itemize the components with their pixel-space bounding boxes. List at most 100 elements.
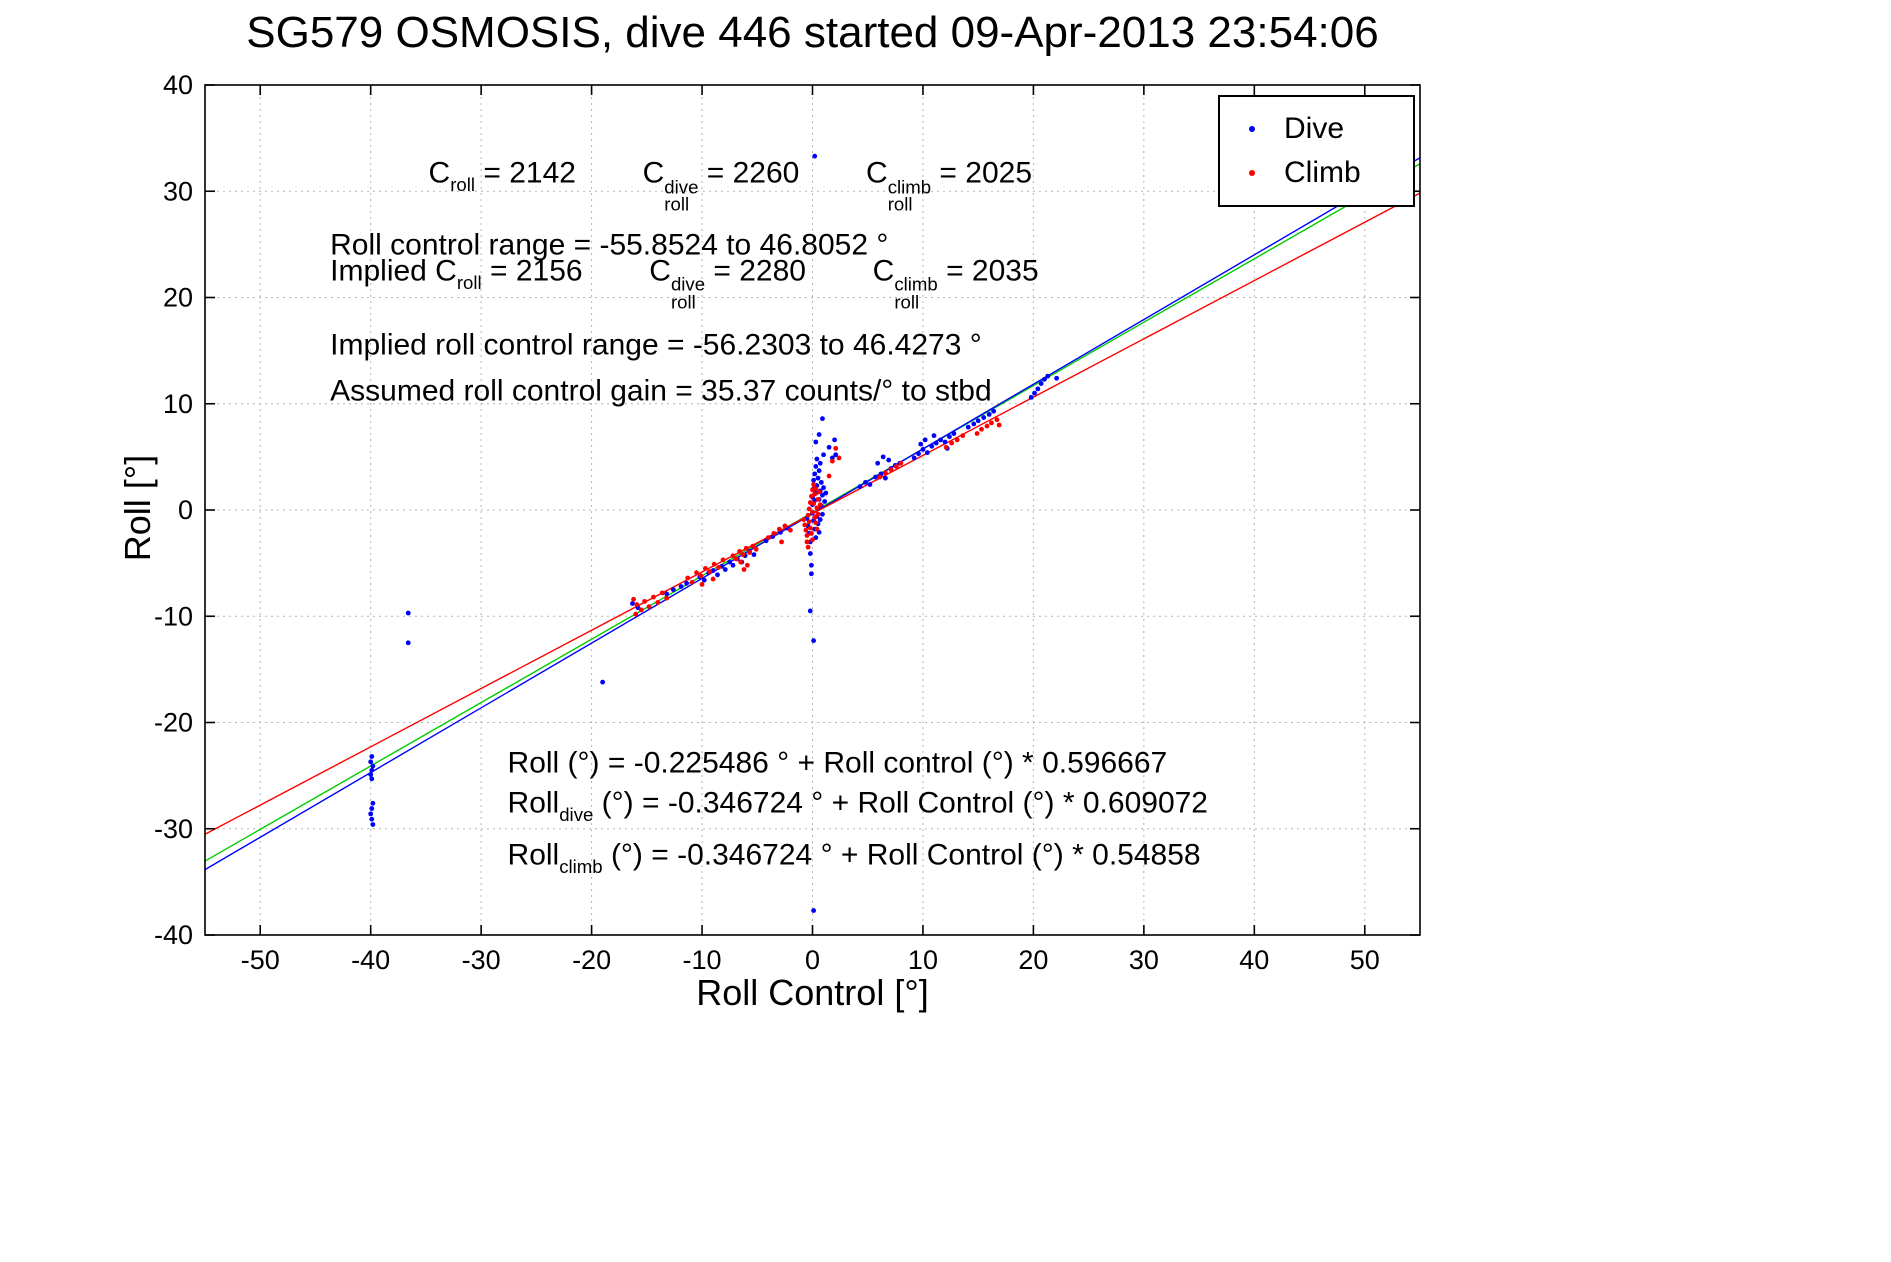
scatter-point-dive bbox=[370, 800, 376, 806]
y-axis-label: Roll [°] bbox=[117, 454, 158, 562]
legend-entry-dive: Dive bbox=[1220, 112, 1413, 146]
scatter-point-climb bbox=[707, 569, 713, 575]
scatter-point-climb bbox=[805, 544, 811, 550]
scatter-point-climb bbox=[979, 426, 984, 432]
scatter-point-dive bbox=[370, 763, 376, 769]
scatter-point-climb bbox=[817, 502, 823, 508]
scatter-point-dive bbox=[922, 437, 928, 443]
scatter-point-dive bbox=[986, 411, 992, 417]
scatter-point-dive bbox=[880, 454, 886, 460]
scatter-point-climb bbox=[877, 474, 883, 480]
scatter-point-dive bbox=[965, 424, 971, 430]
scatter-point-dive bbox=[807, 608, 813, 614]
chart-title: SG579 OSMOSIS, dive 446 started 09-Apr-2… bbox=[246, 8, 1379, 57]
scatter-point-climb bbox=[782, 523, 788, 529]
scatter-point-climb bbox=[747, 550, 752, 555]
y-tick-label: -20 bbox=[154, 708, 193, 738]
scatter-point-dive bbox=[751, 552, 757, 558]
scatter-point-climb bbox=[741, 567, 747, 572]
scatter-point-climb bbox=[801, 517, 807, 522]
scatter-point-dive bbox=[920, 447, 926, 452]
scatter-point-dive bbox=[826, 444, 832, 450]
x-tick-label: -30 bbox=[462, 945, 501, 975]
scatter-point-dive bbox=[1028, 394, 1034, 400]
scatter-point-climb bbox=[651, 594, 656, 600]
scatter-point-climb bbox=[812, 515, 818, 520]
y-tick-label: -30 bbox=[154, 814, 193, 844]
scatter-point-dive bbox=[727, 559, 733, 565]
scatter-point-climb bbox=[810, 509, 815, 515]
scatter-point-dive bbox=[816, 468, 822, 474]
scatter-point-climb bbox=[833, 445, 839, 451]
scatter-point-dive bbox=[833, 452, 839, 458]
scatter-point-dive bbox=[911, 455, 917, 461]
scatter-point-climb bbox=[646, 604, 652, 610]
scatter-point-climb bbox=[814, 505, 820, 511]
scatter-point-climb bbox=[655, 600, 661, 605]
scatter-point-dive bbox=[811, 477, 817, 483]
scatter-point-dive bbox=[821, 485, 826, 491]
scatter-point-dive bbox=[942, 439, 948, 445]
scatter-point-dive bbox=[832, 437, 837, 443]
scatter-point-dive bbox=[817, 517, 823, 522]
scatter-point-climb bbox=[811, 501, 817, 507]
scatter-point-climb bbox=[814, 526, 820, 532]
scatter-point-climb bbox=[898, 460, 904, 466]
legend: Dive Climb bbox=[1218, 95, 1415, 207]
scatter-point-climb bbox=[689, 579, 695, 585]
y-tick-label: -10 bbox=[154, 601, 193, 631]
x-axis-label: Roll Control [°] bbox=[696, 972, 929, 1013]
scatter-point-climb bbox=[815, 496, 821, 502]
scatter-point-dive bbox=[816, 432, 822, 437]
scatter-point-dive bbox=[369, 816, 375, 822]
scatter-point-dive bbox=[670, 587, 676, 593]
scatter-point-climb bbox=[802, 522, 808, 528]
scatter-point-climb bbox=[771, 530, 777, 536]
scatter-point-dive bbox=[813, 464, 819, 469]
scatter-point-dive bbox=[818, 479, 824, 485]
scatter-point-dive bbox=[369, 767, 375, 773]
scatter-point-dive bbox=[821, 452, 826, 458]
scatter-point-dive bbox=[369, 806, 375, 811]
scatter-point-climb bbox=[943, 444, 949, 450]
scatter-point-dive bbox=[886, 457, 892, 463]
scatter-point-climb bbox=[949, 440, 955, 446]
x-tick-label: -40 bbox=[351, 945, 390, 975]
scatter-point-climb bbox=[664, 595, 670, 601]
scatter-point-dive bbox=[916, 451, 921, 457]
scatter-point-climb bbox=[811, 482, 817, 487]
x-tick-label: -20 bbox=[572, 945, 611, 975]
scatter-point-dive bbox=[369, 776, 375, 782]
scatter-point-climb bbox=[702, 566, 708, 571]
scatter-point-dive bbox=[812, 153, 818, 159]
scatter-point-dive bbox=[370, 822, 376, 827]
scatter-point-climb bbox=[813, 520, 819, 526]
scatter-point-climb bbox=[631, 596, 636, 602]
scatter-point-climb bbox=[740, 552, 746, 558]
scatter-point-dive bbox=[918, 441, 924, 447]
scatter-point-climb bbox=[806, 506, 812, 512]
scatter-point-dive bbox=[630, 601, 635, 606]
scatter-point-climb bbox=[806, 519, 812, 525]
scatter-point-dive bbox=[883, 475, 888, 481]
scatter-point-dive bbox=[808, 571, 814, 577]
scatter-point-climb bbox=[737, 549, 742, 554]
scatter-point-dive bbox=[807, 551, 813, 556]
scatter-point-dive bbox=[722, 567, 728, 572]
y-tick-label: 0 bbox=[178, 495, 193, 525]
scatter-point-dive bbox=[684, 580, 689, 586]
scatter-point-dive bbox=[929, 443, 935, 449]
scatter-point-climb bbox=[788, 527, 793, 533]
scatter-point-climb bbox=[738, 559, 744, 565]
scatter-point-dive bbox=[369, 754, 375, 759]
scatter-point-dive bbox=[811, 908, 817, 913]
scatter-point-climb bbox=[813, 486, 819, 492]
scatter-point-climb bbox=[711, 561, 717, 567]
dive-dot-icon bbox=[1249, 125, 1255, 132]
x-tick-label: 10 bbox=[908, 945, 938, 975]
climb-marker-icon bbox=[1220, 170, 1284, 177]
scatter-point-dive bbox=[873, 474, 878, 480]
scatter-point-climb bbox=[836, 455, 842, 461]
dive-marker-icon bbox=[1220, 125, 1284, 132]
scatter-point-climb bbox=[807, 525, 813, 531]
